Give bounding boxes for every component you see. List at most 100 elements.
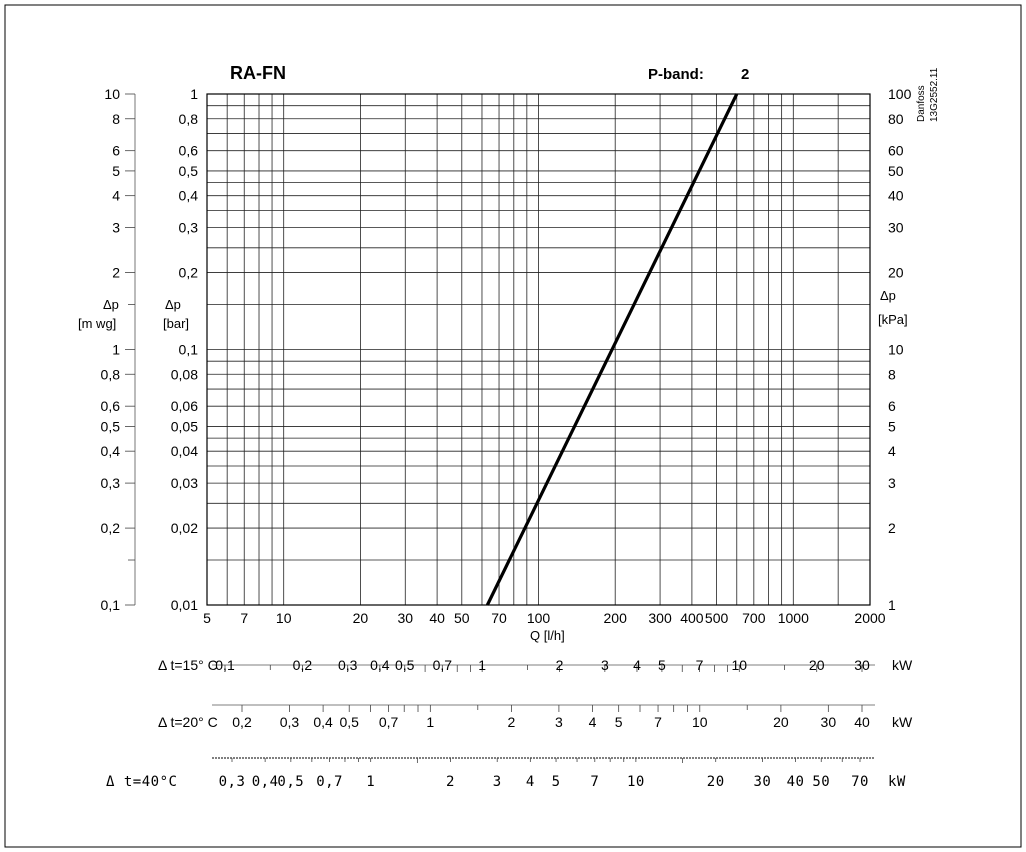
power-scale-tick-label: 2 (508, 714, 516, 730)
x-tick-label: 20 (353, 610, 369, 626)
x-tick-label: 300 (648, 610, 672, 626)
y-label-kpa-symbol: Δp (880, 288, 896, 303)
power-scale-tick-label: 30 (821, 714, 837, 730)
y-tick-label-kpa: 40 (888, 188, 904, 204)
power-scale-tick-label: 2 (446, 774, 455, 790)
y-tick-label-mwg: 3 (112, 220, 120, 236)
power-scale-tick-label: 0,7 (316, 774, 343, 790)
y-label-bar-unit: [bar] (163, 316, 189, 331)
power-scale-tick-label: 10 (692, 714, 708, 730)
y-tick-label-kpa: 1 (888, 597, 896, 613)
y-tick-label-mwg: 4 (112, 188, 120, 204)
power-scale-tick-label: 70 (851, 774, 869, 790)
power-scale-label: Δ t=15° C (158, 657, 218, 673)
power-scale-tick-label: 7 (590, 774, 599, 790)
power-scale-tick-label: 0,1 (215, 657, 235, 673)
power-scale-tick-label: 7 (654, 714, 662, 730)
x-tick-label: 70 (491, 610, 507, 626)
power-scale-tick-label: 1 (426, 714, 434, 730)
power-scale-tick-label: 3 (493, 774, 502, 790)
power-scale-tick-label: 20 (773, 714, 789, 730)
power-scale-unit: kW (892, 714, 913, 730)
power-scale-tick-label: 4 (526, 774, 535, 790)
power-scale-tick-label: 0,2 (232, 714, 252, 730)
power-scale-tick-label: 1 (478, 657, 486, 673)
x-tick-label: 400 (680, 610, 704, 626)
watermark-brand: Danfoss (916, 85, 927, 122)
power-scale-tick-label: 30 (753, 774, 771, 790)
power-scale-tick-label: 0,7 (433, 657, 453, 673)
y-tick-label-kpa: 8 (888, 366, 896, 382)
y-tick-label-kpa: 80 (888, 111, 904, 127)
power-scale-tick-label: 5 (658, 657, 666, 673)
y-tick-label-bar: 0,08 (171, 366, 198, 382)
y-tick-label-kpa: 5 (888, 418, 896, 434)
y-tick-label-bar: 0,03 (171, 475, 198, 491)
power-scale-tick-label: 3 (601, 657, 609, 673)
y-tick-label-mwg: 0,1 (101, 597, 121, 613)
y-tick-label-mwg: 0,8 (101, 366, 121, 382)
power-scale-tick-label: 7 (696, 657, 704, 673)
y-label-kpa-unit: [kPa] (878, 312, 908, 327)
power-scale-tick-label: 0,3 (219, 774, 246, 790)
power-scale-tick-label: 30 (854, 657, 870, 673)
series-line (485, 93, 739, 606)
power-scale-tick-label: 1 (366, 774, 375, 790)
x-axis-label: Q [l/h] (530, 628, 565, 643)
power-scale-tick-label: 0,2 (293, 657, 313, 673)
power-scale-tick-label: 40 (854, 714, 870, 730)
power-scale-label: Δ t=40°C (106, 774, 177, 790)
power-scale-tick-label: 0,3 (280, 714, 300, 730)
power-scale-tick-label: 20 (707, 774, 725, 790)
power-scale-unit: kW (892, 657, 913, 673)
y-tick-label-kpa: 4 (888, 443, 896, 459)
x-tick-label: 700 (742, 610, 766, 626)
power-scale-tick-label: 10 (732, 657, 748, 673)
y-tick-label-kpa: 60 (888, 143, 904, 159)
y-tick-label-mwg: 0,5 (101, 418, 121, 434)
power-scale-unit: kW (888, 774, 906, 790)
x-tick-label: 7 (240, 610, 248, 626)
y-label-bar-symbol: Δp (165, 297, 181, 312)
y-tick-label-bar: 0,8 (179, 111, 199, 127)
power-scale-tick-label: 0,4 (252, 774, 279, 790)
y-tick-label-bar: 0,02 (171, 520, 198, 536)
power-scale-tick-label: 4 (633, 657, 641, 673)
watermark-code: 13G2552.11 (929, 67, 940, 122)
y-axis-mwg: 10 8 6 5 4 3 2 1 0,8 0,6 0,5 0,4 0,3 0,2 0,1 (101, 86, 136, 613)
x-tick-label: 2000 (854, 610, 885, 626)
y-tick-label-kpa: 2 (888, 520, 896, 536)
y-tick-label-bar: 0,2 (179, 265, 199, 281)
power-scale-tick-label: 0,5 (339, 714, 359, 730)
power-scale-tick-label: 20 (809, 657, 825, 673)
chart-title: RA-FN (230, 63, 286, 83)
y-tick-label-mwg: 8 (112, 111, 120, 127)
y-tick-label-bar: 0,3 (179, 220, 199, 236)
y-tick-label-bar: 0,06 (171, 398, 198, 414)
y-tick-label-mwg: 0,2 (101, 520, 121, 536)
power-scale-tick-label: 0,5 (277, 774, 304, 790)
y-tick-label-mwg: 0,4 (101, 443, 121, 459)
y-tick-label-kpa: 100 (888, 86, 912, 102)
power-scale-tick-label: 0,7 (379, 714, 399, 730)
power-scale-row: Δ t=40°C kW 0,3 0,40,5 0,7 1 2 3 4 5 7 10 20 30 40 50 70 (106, 757, 906, 790)
x-tick-label: 50 (454, 610, 470, 626)
x-tick-label: 30 (397, 610, 413, 626)
x-tick-label: 100 (527, 610, 551, 626)
y-tick-label-mwg: 2 (112, 265, 120, 281)
y-tick-label-bar: 0,1 (179, 342, 199, 358)
power-scale-tick-label: 10 (627, 774, 645, 790)
grid-lines (206, 93, 871, 606)
y-label-mwg-symbol: Δp (103, 297, 119, 312)
power-scale-tick-label: 3 (555, 714, 563, 730)
y-axis-kpa: 100 80 60 50 40 30 20 10 8 6 5 4 3 2 1 (888, 86, 912, 613)
y-tick-label-mwg: 10 (104, 86, 120, 102)
y-tick-label-bar: 0,6 (179, 143, 199, 159)
y-tick-label-bar: 0,05 (171, 418, 198, 434)
outer-border (4, 4, 1022, 848)
y-tick-label-bar: 0,5 (179, 163, 199, 179)
y-tick-label-mwg: 5 (112, 163, 120, 179)
x-tick-label: 500 (705, 610, 729, 626)
